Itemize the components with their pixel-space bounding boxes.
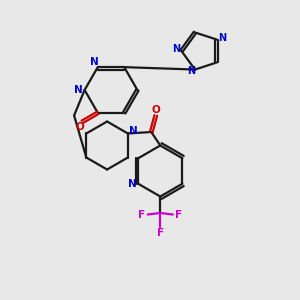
- Text: N: N: [187, 66, 195, 76]
- Text: F: F: [175, 209, 182, 220]
- Text: N: N: [129, 125, 138, 136]
- Text: N: N: [218, 33, 226, 43]
- Text: O: O: [152, 105, 160, 115]
- Text: F: F: [138, 209, 145, 220]
- Text: O: O: [75, 122, 84, 132]
- Text: N: N: [128, 179, 136, 189]
- Text: N: N: [74, 85, 82, 95]
- Text: F: F: [157, 228, 164, 239]
- Text: N: N: [90, 57, 99, 67]
- Text: N: N: [172, 44, 180, 55]
